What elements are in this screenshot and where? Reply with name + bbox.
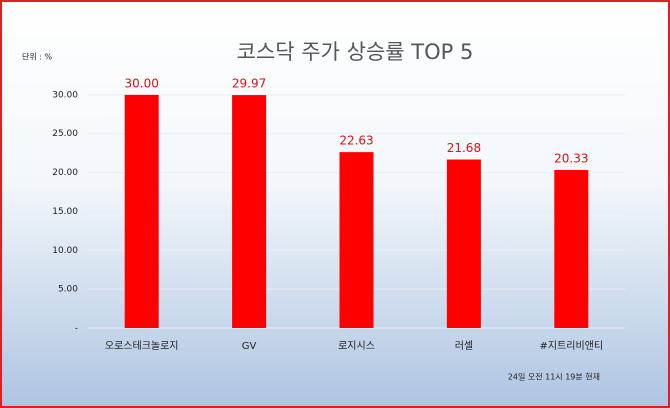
value-label: 30.00 bbox=[125, 76, 159, 90]
chart-title: 코스닥 주가 상승률 TOP 5 bbox=[237, 40, 474, 64]
x-tick-label: 로지시스 bbox=[338, 340, 375, 352]
bar bbox=[446, 159, 481, 328]
bar bbox=[124, 94, 159, 328]
value-label: 21.68 bbox=[447, 141, 481, 155]
y-tick-label: 25.00 bbox=[52, 129, 78, 139]
value-label: 29.97 bbox=[232, 77, 266, 91]
value-label: 22.63 bbox=[339, 134, 373, 148]
y-tick-label: - bbox=[75, 324, 78, 334]
value-label: 20.33 bbox=[554, 152, 588, 166]
bar bbox=[339, 152, 374, 328]
x-tick-label: GV bbox=[242, 341, 257, 352]
y-tick-label: 30.00 bbox=[52, 90, 78, 100]
bar bbox=[554, 170, 589, 328]
unit-label: 단위 : % bbox=[22, 52, 53, 62]
x-tick-label: 러셀 bbox=[455, 340, 473, 352]
y-tick-label: 5.00 bbox=[58, 285, 78, 295]
y-tick-label: 15.00 bbox=[52, 207, 78, 217]
annotation: 24일 오전 11시 19분 현재 bbox=[508, 372, 600, 382]
y-tick-label: 10.00 bbox=[52, 246, 78, 256]
x-tick-label: 오로스테크놀로지 bbox=[105, 340, 179, 352]
x-tick-label: #지트리비앤티 bbox=[540, 340, 604, 352]
bar bbox=[232, 95, 267, 328]
y-tick-label: 20.00 bbox=[52, 168, 78, 178]
